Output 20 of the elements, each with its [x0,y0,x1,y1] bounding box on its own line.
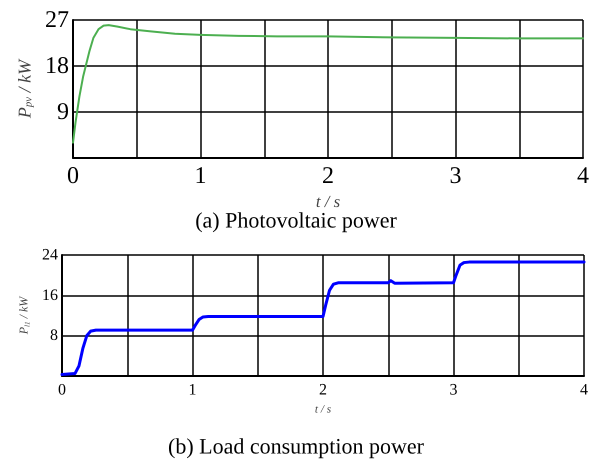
x-tick-label: 3 [450,163,462,189]
x-tick-label: 3 [450,382,458,398]
x-tick-label: 0 [67,163,79,189]
x-tick-label: 4 [577,163,589,189]
line-series [72,24,584,144]
y-tick-label: 18 [45,53,69,79]
y-tick-label: 9 [57,99,69,125]
x-axis-title: t / s [314,404,332,416]
y-tick-label: 8 [50,327,58,344]
y-tick-label: 16 [42,286,58,304]
x-tick-label: 0 [58,382,66,398]
y-tick-label: 27 [45,7,69,33]
x-tick-label: 1 [188,382,196,398]
y-tick-label: 24 [42,246,58,264]
x-tick-label: 2 [319,382,327,398]
text: (b) Load consumption power [168,434,425,458]
x-tick-label: 4 [580,382,588,398]
x-tick-label: 2 [322,163,334,189]
x-tick-label: 1 [194,163,206,189]
y-axis-title: Ppv / kW [14,58,35,120]
